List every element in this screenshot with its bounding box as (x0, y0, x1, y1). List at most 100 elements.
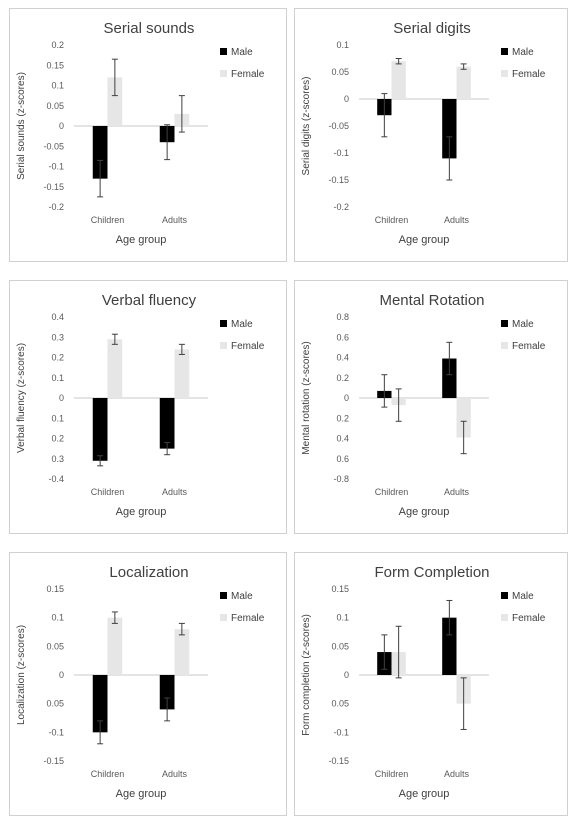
x-tick-label: Children (375, 769, 409, 779)
y-tick-label: -0.2 (333, 202, 349, 212)
legend-swatch-male (220, 320, 227, 327)
legend-swatch-male (220, 48, 227, 55)
bar-female-children (391, 61, 406, 99)
x-tick-label: Children (375, 487, 409, 497)
chart-panel-localization: Localization 0.15 0.1 0.05 0 0.05 -0.1 -0.15 Loc… (9, 552, 287, 816)
y-axis-label: Serial sounds (z-scores) (16, 72, 27, 180)
x-axis-label: Age group (399, 506, 450, 518)
bar-male-adults (159, 675, 175, 710)
y-tick-label: 0.05 (331, 641, 349, 651)
y-tick-label: -0.4 (48, 474, 64, 484)
y-tick-label: 0.1 (51, 413, 64, 423)
x-tick-label: Children (91, 487, 125, 497)
chart-title: Mental Rotation (379, 292, 484, 309)
bar-female-children (107, 339, 123, 398)
y-tick-label: 0.2 (51, 434, 64, 444)
legend-label-female: Female (512, 613, 546, 624)
y-tick-label: 0.6 (336, 454, 349, 464)
y-tick-label: -0.1 (48, 727, 64, 737)
y-tick-label: 0.2 (51, 353, 64, 363)
y-tick-label: -0.1 (333, 148, 349, 158)
y-tick-label: 0.3 (51, 332, 64, 342)
y-tick-label: 0.1 (336, 613, 349, 623)
x-tick-label: Adults (162, 769, 188, 779)
legend-label-female: Female (231, 341, 265, 352)
y-tick-label: -0.15 (328, 756, 349, 766)
y-tick-label: 0 (59, 670, 64, 680)
legend-swatch-female (220, 614, 227, 621)
x-tick-label: Adults (162, 487, 188, 497)
chart-mental-rotation: Mental Rotation 0.8 0.6 0.4 0.2 0 0.2 0.4 0.6 -0.… (301, 292, 546, 518)
chart-verbal-fluency: Verbal fluency 0.4 0.3 0.2 0.1 0 0.1 0.2 0.3 -0.4… (16, 292, 265, 518)
legend-label-male: Male (512, 319, 534, 330)
chart-title: Serial sounds (104, 20, 195, 37)
legend-swatch-female (501, 342, 508, 349)
legend-label-female: Female (512, 341, 546, 352)
y-tick-label: 0.15 (46, 60, 64, 70)
x-axis-label: Age group (116, 788, 167, 800)
chart-form-completion: Form Completion 0.15 0.1 0.05 0 0.05 -0.1 -0.15… (301, 564, 546, 800)
y-tick-label: 0 (59, 121, 64, 131)
legend-swatch-female (220, 342, 227, 349)
y-tick-label: -0.05 (43, 141, 64, 151)
bar-male-adults (442, 358, 457, 398)
legend-swatch-male (501, 48, 508, 55)
x-tick-label: Children (91, 769, 125, 779)
legend-label-female: Female (231, 613, 265, 624)
legend-label-male: Male (512, 47, 534, 58)
y-axis-label: Mental rotation (z-scores) (301, 341, 312, 454)
y-tick-label: -0.8 (333, 474, 349, 484)
bar-male-adults (442, 617, 457, 675)
legend-label-male: Male (231, 47, 253, 58)
legend-swatch-male (220, 592, 227, 599)
y-tick-label: 0.4 (336, 434, 349, 444)
legend-swatch-female (501, 614, 508, 621)
x-axis-label: Age group (399, 788, 450, 800)
x-tick-label: Adults (444, 769, 470, 779)
y-tick-label: 0 (344, 670, 349, 680)
y-tick-label: 0.15 (331, 584, 349, 594)
y-tick-label: 0.1 (51, 613, 64, 623)
y-tick-label: 0.05 (331, 699, 349, 709)
chart-panel-form-completion: Form Completion 0.15 0.1 0.05 0 0.05 -0.1 -0.15… (294, 552, 568, 816)
legend-label-female: Female (231, 69, 265, 80)
legend-label-male: Male (512, 591, 534, 602)
legend-swatch-male (501, 320, 508, 327)
y-tick-label: 0.3 (51, 454, 64, 464)
y-tick-label: 0.2 (336, 373, 349, 383)
x-tick-label: Adults (444, 215, 470, 225)
y-tick-label: 0.15 (46, 584, 64, 594)
y-tick-label: -0.05 (328, 121, 349, 131)
chart-title: Serial digits (393, 20, 471, 37)
legend-label-female: Female (512, 69, 546, 80)
bar-female-children (107, 77, 123, 126)
bar-female-adults (456, 398, 471, 438)
y-tick-label: -0.2 (48, 202, 64, 212)
bar-female-adults (456, 66, 471, 99)
bar-male-adults (442, 99, 457, 159)
x-axis-label: Age group (116, 234, 167, 246)
y-tick-label: 0.1 (51, 81, 64, 91)
bar-female-adults (174, 349, 190, 398)
chart-serial-sounds: Serial sounds 0.2 0.15 0.1 0.05 0 -0.05 -0.1 -0.… (16, 20, 265, 246)
y-tick-label: -0.15 (43, 756, 64, 766)
y-tick-label: -0.15 (328, 175, 349, 185)
y-tick-label: -0.1 (333, 727, 349, 737)
legend-label-male: Male (231, 591, 253, 602)
y-tick-label: 0 (344, 393, 349, 403)
bar-male-children (92, 126, 108, 179)
y-tick-label: 0 (59, 393, 64, 403)
y-tick-label: 0.2 (51, 40, 64, 50)
y-tick-label: 0.05 (46, 699, 64, 709)
bar-male-adults (159, 398, 175, 449)
bar-female-children (107, 617, 123, 675)
y-tick-label: 0.4 (336, 353, 349, 363)
x-tick-label: Adults (162, 215, 188, 225)
y-axis-label: Localization (z-scores) (16, 625, 27, 725)
y-axis-label: Serial digits (z-scores) (301, 77, 312, 176)
y-axis-label: Form completion (z-scores) (301, 614, 312, 736)
chart-title: Form Completion (374, 564, 489, 581)
y-tick-label: -0.15 (43, 182, 64, 192)
chart-title: Verbal fluency (102, 292, 197, 309)
chart-panel-mental-rotation: Mental Rotation 0.8 0.6 0.4 0.2 0 0.2 0.4 0.6 -0.… (294, 280, 568, 534)
